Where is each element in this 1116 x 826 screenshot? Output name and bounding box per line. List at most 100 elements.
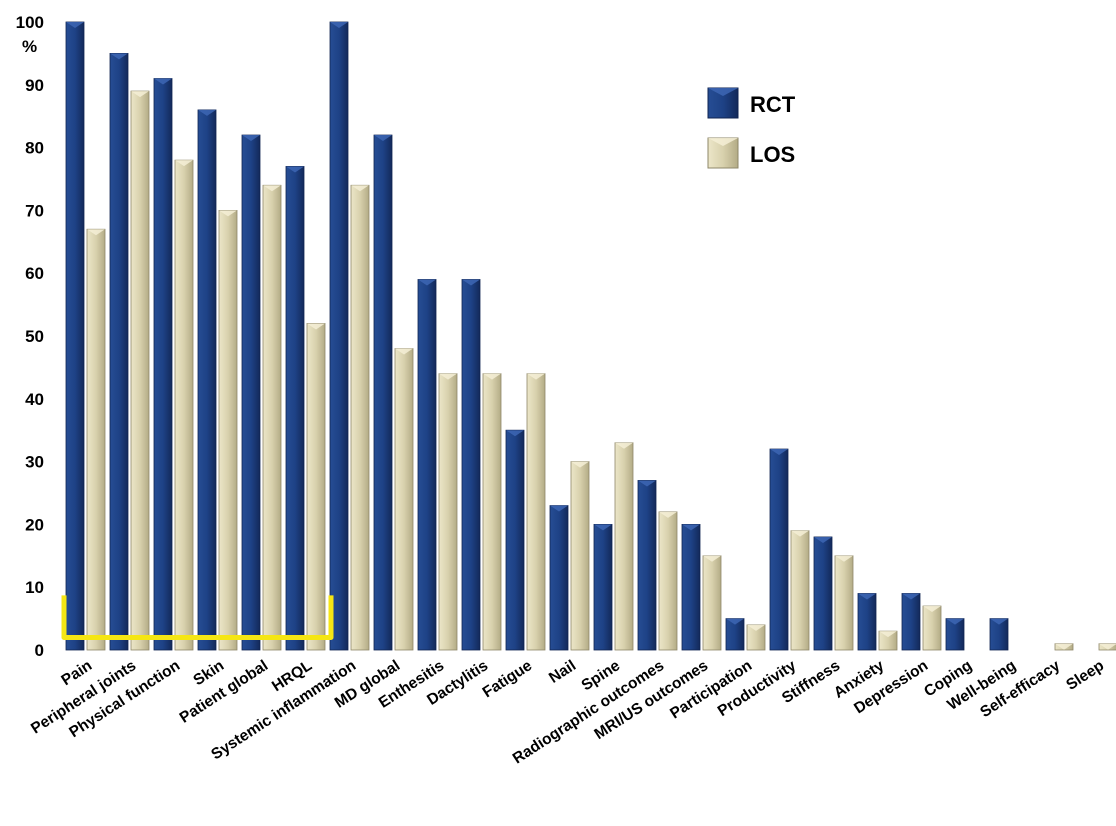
legend-label-rct: RCT <box>750 92 796 117</box>
bar-cap-los-13 <box>659 511 677 518</box>
bar-cap-los-19 <box>923 606 941 613</box>
y-tick-label-0: 0 <box>35 641 44 660</box>
bar-cap-rct-9 <box>462 279 480 286</box>
bar-los-4 <box>262 184 282 651</box>
bar-cap-los-22 <box>1055 643 1073 650</box>
bar-cap-rct-15 <box>726 618 744 625</box>
bar-cap-los-15 <box>747 624 765 631</box>
bar-cap-los-11 <box>571 461 589 468</box>
bar-los-10 <box>526 373 546 651</box>
bar-rct-12 <box>593 524 613 651</box>
bar-rct-14 <box>681 524 701 651</box>
bar-cap-los-23 <box>1099 643 1116 650</box>
bar-rct-19 <box>901 593 921 651</box>
legend-swatch-rct <box>707 87 739 119</box>
bar-rct-0 <box>65 21 85 651</box>
bar-cap-los-8 <box>439 373 457 380</box>
bar-los-13 <box>658 511 678 651</box>
bar-cap-rct-14 <box>682 524 700 531</box>
bar-cap-rct-4 <box>242 135 260 142</box>
category-label-10: Fatigue <box>480 657 536 701</box>
bar-rct-18 <box>857 593 877 651</box>
bar-cap-rct-12 <box>594 524 612 531</box>
bar-rct-17 <box>813 536 833 651</box>
bar-cap-los-6 <box>351 185 369 192</box>
bar-cap-los-2 <box>175 160 193 167</box>
bar-rct-9 <box>461 279 481 651</box>
bar-series-group <box>65 21 1116 651</box>
bar-los-16 <box>790 530 810 651</box>
bar-cap-rct-3 <box>198 109 216 116</box>
bar-cap-los-5 <box>307 323 325 330</box>
bar-cap-rct-6 <box>330 22 348 28</box>
bar-los-1 <box>130 90 150 651</box>
bar-cap-rct-7 <box>374 135 392 142</box>
bar-los-7 <box>394 348 414 651</box>
bar-rct-4 <box>241 134 261 651</box>
bar-los-8 <box>438 373 458 651</box>
bar-los-14 <box>702 555 722 651</box>
y-tick-label-10: 10 <box>25 578 44 597</box>
bar-rct-6 <box>329 21 349 651</box>
bar-los-17 <box>834 555 854 651</box>
y-tick-label-70: 70 <box>25 201 44 220</box>
bar-cap-rct-1 <box>110 53 128 60</box>
bar-cap-los-18 <box>879 631 897 638</box>
yellow-bracket-line <box>61 595 334 640</box>
legend-swatch-cap-los <box>708 138 738 146</box>
bar-cap-rct-2 <box>154 78 172 85</box>
bar-cap-los-10 <box>527 373 545 380</box>
y-tick-label-90: 90 <box>25 76 44 95</box>
bar-rct-16 <box>769 448 789 651</box>
bar-cap-rct-11 <box>550 505 568 512</box>
bar-rct-1 <box>109 53 129 651</box>
bar-los-12 <box>614 442 634 651</box>
bar-cap-los-9 <box>483 373 501 380</box>
bar-cap-rct-18 <box>858 593 876 600</box>
bar-rct-8 <box>417 279 437 651</box>
bar-cap-los-7 <box>395 348 413 355</box>
y-tick-label-30: 30 <box>25 453 44 472</box>
bar-cap-rct-10 <box>506 430 524 437</box>
bar-rct-7 <box>373 134 393 651</box>
bar-cap-rct-13 <box>638 480 656 487</box>
y-tick-label-50: 50 <box>25 327 44 346</box>
bar-cap-los-14 <box>703 555 721 562</box>
y-tick-label-60: 60 <box>25 264 44 283</box>
bar-rct-10 <box>505 429 525 651</box>
bar-cap-los-4 <box>263 185 281 192</box>
bar-cap-los-1 <box>131 91 149 98</box>
bar-los-5 <box>306 323 326 651</box>
bar-rct-2 <box>153 78 173 651</box>
y-axis-ticks: 0 10 20 30 40 50 60 70 80 90 100 <box>16 13 44 660</box>
bar-los-3 <box>218 209 238 651</box>
bar-cap-rct-8 <box>418 279 436 286</box>
bar-los-6 <box>350 184 370 651</box>
legend-swatch-cap-rct <box>708 88 738 96</box>
bar-cap-los-17 <box>835 555 853 562</box>
bar-los-11 <box>570 461 590 651</box>
bar-los-0 <box>86 228 106 651</box>
bar-cap-los-0 <box>87 229 105 236</box>
bar-cap-rct-21 <box>990 618 1008 625</box>
bar-cap-rct-16 <box>770 449 788 456</box>
y-tick-label-40: 40 <box>25 390 44 409</box>
bar-cap-los-16 <box>791 530 809 537</box>
bar-los-2 <box>174 159 194 651</box>
y-tick-label-100: 100 <box>16 13 44 32</box>
bar-los-9 <box>482 373 502 651</box>
bar-cap-los-3 <box>219 210 237 217</box>
bar-cap-rct-5 <box>286 166 304 173</box>
bar-rct-3 <box>197 109 217 651</box>
bar-cap-rct-0 <box>66 22 84 28</box>
y-axis-unit-label: % <box>22 37 37 56</box>
highlight-bracket <box>61 595 334 640</box>
bar-rct-11 <box>549 505 569 651</box>
category-label-11: Nail <box>546 657 579 687</box>
legend-label-los: LOS <box>750 142 795 167</box>
bar-cap-rct-19 <box>902 593 920 600</box>
bar-los-19 <box>922 605 942 651</box>
y-tick-label-20: 20 <box>25 515 44 534</box>
bar-cap-rct-20 <box>946 618 964 625</box>
